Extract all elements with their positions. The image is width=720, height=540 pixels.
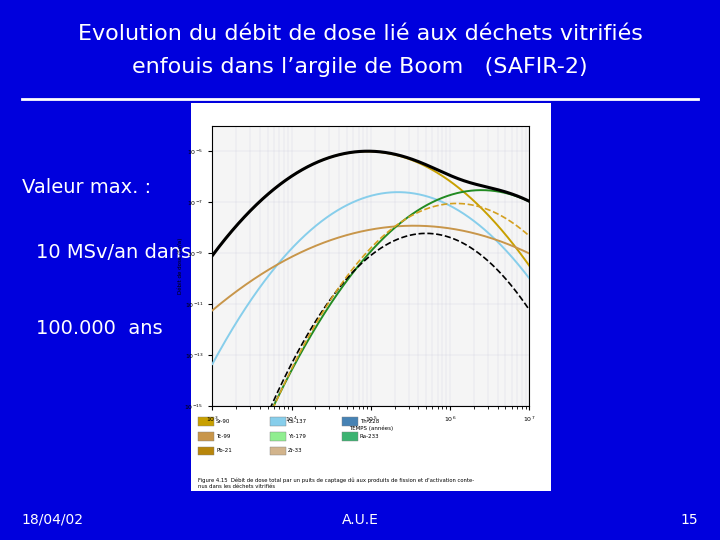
Text: Sr-90: Sr-90 [216,419,230,424]
Bar [198,417,214,426]
X-axis label: TEMPS (années): TEMPS (années) [348,426,393,431]
Text: Pb-21: Pb-21 [216,448,232,454]
Bar [270,432,286,441]
Text: A.U.E: A.U.E [341,512,379,526]
Bar [270,447,286,455]
Text: Tc-99: Tc-99 [216,434,230,438]
Text: Cs-137: Cs-137 [288,419,307,424]
Bar [270,417,286,426]
Text: 18/04/02: 18/04/02 [22,512,84,526]
Text: Th-228: Th-228 [360,419,379,424]
Text: enfouis dans l’argile de Boom   (SAFIR-2): enfouis dans l’argile de Boom (SAFIR-2) [132,57,588,77]
Y-axis label: Débit de dose (Sv/a): Débit de dose (Sv/a) [178,238,183,294]
Text: Zr-33: Zr-33 [288,448,302,454]
Bar [191,103,551,491]
Bar [342,417,358,426]
Text: 10 ΜSv/an dans: 10 ΜSv/an dans [36,243,191,262]
Text: Figure 4.15  Débit de dose total par un puits de captage dû aux produits de fiss: Figure 4.15 Débit de dose total par un p… [198,477,474,489]
Text: Yt-179: Yt-179 [288,434,306,438]
Text: Ra-233: Ra-233 [360,434,379,438]
Bar [198,432,214,441]
Bar [342,432,358,441]
Text: Evolution du débit de dose lié aux déchets vitrifiés: Evolution du débit de dose lié aux déche… [78,24,642,44]
Text: 15: 15 [681,512,698,526]
Bar [198,447,214,455]
Text: Valeur max. :: Valeur max. : [22,178,157,197]
Text: 100.000  ans: 100.000 ans [36,319,163,338]
